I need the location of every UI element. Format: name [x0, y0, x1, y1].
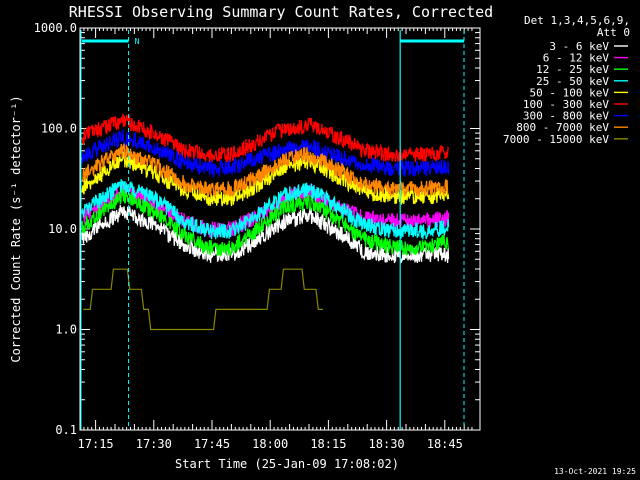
legend-label: 50 - 100 keV [530, 86, 610, 99]
legend-header-line-1: Det 1,3,4,5,6,9, [524, 14, 630, 27]
series-line [81, 205, 450, 264]
series-100-300-kev [81, 113, 450, 163]
x-tick-label: 17:45 [194, 437, 230, 451]
series-7000-15000-kev [83, 268, 323, 331]
y-tick-label: 100.0 [41, 122, 77, 136]
series-line [81, 129, 450, 178]
series-12-25-kev [81, 188, 450, 258]
y-tick-label: 1.0 [55, 323, 77, 337]
y-axis-label: Corrected Count Rate (s⁻¹ detector⁻¹) [9, 95, 23, 362]
series-25-50-kev [81, 179, 450, 240]
x-tick-label: 18:00 [252, 437, 288, 451]
x-tick-label: 17:30 [136, 437, 172, 451]
x-tick-label: 17:15 [78, 437, 114, 451]
x-tick-label: 18:30 [369, 437, 405, 451]
legend-label: 300 - 800 keV [523, 110, 609, 123]
plot-frame [79, 27, 481, 431]
legend-label: 6 - 12 keV [543, 52, 610, 65]
series-line [81, 113, 450, 163]
x-tick-label: 18:15 [310, 437, 346, 451]
series-50-100-kev [81, 151, 450, 207]
x-axis: 17:15 17:30 17:45 18:00 18:15 18:30 18:45 [78, 28, 473, 451]
series-line [81, 179, 450, 240]
y-tick-label: 0.1 [55, 423, 77, 437]
y-tick-label: 10.0 [48, 222, 77, 236]
legend-label: 800 - 7000 keV [516, 121, 609, 134]
chart-title: RHESSI Observing Summary Count Rates, Co… [69, 3, 493, 21]
series-layer [81, 113, 450, 331]
series-line [81, 143, 450, 200]
legend-label: 3 - 6 keV [549, 40, 609, 53]
night-marker-label: N [135, 37, 140, 46]
y-tick-label: 1000.0 [34, 21, 77, 35]
legend-label: 100 - 300 keV [523, 98, 609, 111]
legend-label: 25 - 50 keV [536, 75, 609, 88]
x-tick-label: 18:45 [427, 437, 463, 451]
legend-label: 7000 - 15000 keV [503, 133, 609, 146]
series-800-7000-kev [81, 143, 450, 200]
series-300-800-kev [81, 129, 450, 178]
legend-header-line-2: Att 0 [597, 26, 630, 39]
saa-night-markers: N [80, 30, 465, 430]
x-axis-label: Start Time (25-Jan-09 17:08:02) [175, 457, 399, 471]
series-3-6-kev [81, 205, 450, 264]
footer-date: 13-Oct-2021 19:25 [554, 467, 636, 476]
series-line [83, 268, 323, 331]
series-line [81, 188, 450, 258]
series-line [81, 151, 450, 207]
legend-label: 12 - 25 keV [536, 63, 609, 76]
